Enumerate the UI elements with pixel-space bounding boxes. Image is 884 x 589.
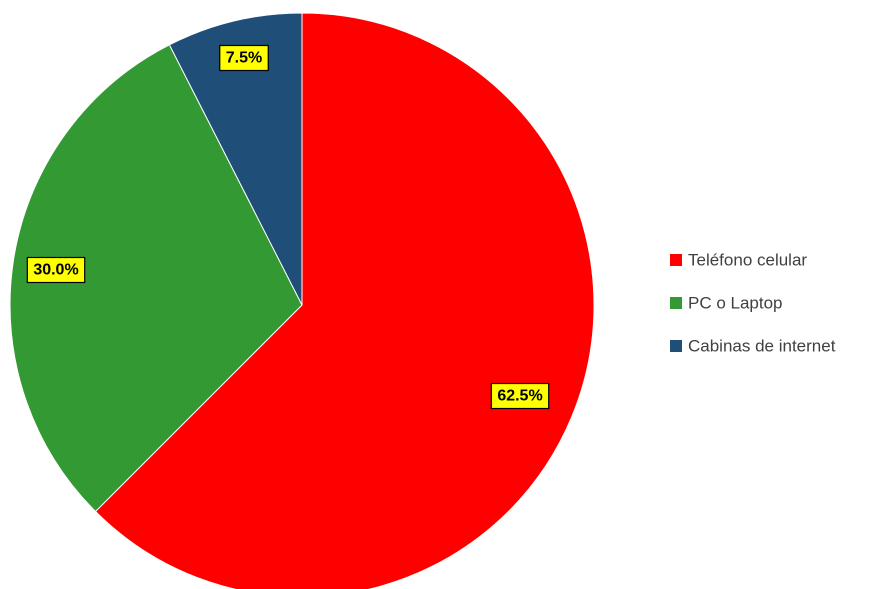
data-label-pc-o-laptop: 30.0%	[26, 256, 86, 284]
data-label-cabinas-de-internet: 7.5%	[219, 44, 269, 72]
legend-label: Teléfono celular	[688, 251, 807, 270]
legend-label: Cabinas de internet	[688, 337, 836, 356]
legend-item-cabinas-de-internet: Cabinas de internet	[670, 337, 836, 356]
data-label-telefono-celular: 62.5%	[490, 382, 550, 410]
data-label-text: 30.0%	[33, 262, 78, 279]
legend-item-telefono-celular: Teléfono celular	[670, 251, 807, 270]
data-label-box	[490, 382, 550, 410]
data-label-text: 7.5%	[226, 50, 262, 67]
legend-swatch	[670, 254, 682, 266]
data-label-box	[219, 44, 269, 72]
legend: Teléfono celular PC o Laptop Cabinas de in…	[670, 251, 836, 356]
legend-label: PC o Laptop	[688, 294, 783, 313]
legend-swatch	[670, 340, 682, 352]
pie-slice-pc-o-laptop	[9, 44, 303, 513]
legend-swatch	[670, 297, 682, 309]
pie-slice-telefono-celular	[94, 12, 595, 589]
data-label-text: 62.5%	[497, 388, 542, 405]
pie-data-labels: 62.5% 30.0% 7.5%	[26, 44, 550, 410]
pie-slices	[9, 12, 595, 589]
data-label-box	[26, 256, 86, 284]
pie-slice-cabinas-de-internet	[168, 12, 303, 306]
legend-item-pc-o-laptop: PC o Laptop	[670, 294, 783, 313]
